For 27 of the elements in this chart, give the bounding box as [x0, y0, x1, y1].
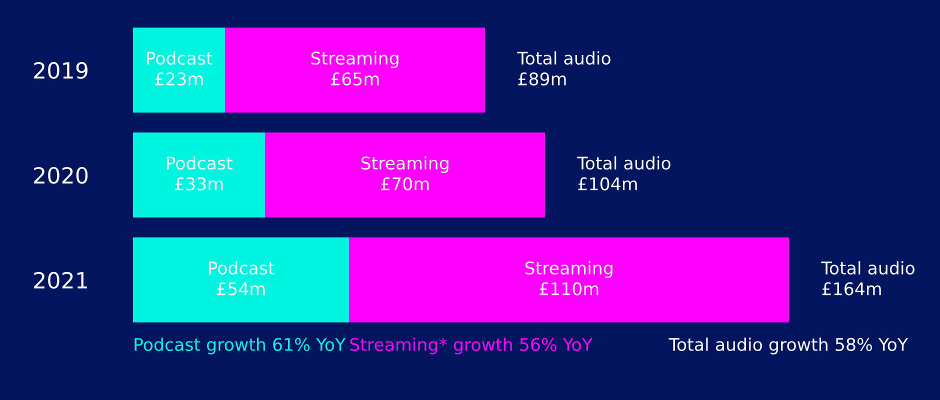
- data-label: £65m: [331, 72, 379, 86]
- text: Streaming: [361, 156, 448, 174]
- series-label: Podcast: [146, 51, 212, 65]
- text: Podcast: [208, 261, 274, 275]
- data-label: £54m: [217, 282, 265, 296]
- data-label: £70m: [381, 177, 429, 190]
- data-label: £23m: [155, 72, 203, 86]
- y-tick-label: 2021: [34, 272, 87, 289]
- bar: [349, 237, 790, 322]
- total-label: Total audio £164m: [821, 261, 914, 296]
- data-label: £33m: [175, 177, 223, 190]
- series-label: Streaming: [525, 261, 612, 278]
- text: Podcast: [166, 156, 232, 170]
- text: Streaming* growth 56% YoY: [350, 338, 592, 354]
- text: Podcast growth 61% YoY: [134, 338, 346, 354]
- bar: [133, 237, 350, 322]
- text: Total audio growth 58% YoY: [668, 338, 908, 354]
- total-label: Total audio £89m: [517, 51, 610, 86]
- bar: [133, 132, 266, 218]
- y-tick-label: 2020: [34, 166, 88, 184]
- text: Streaming: [311, 51, 398, 68]
- bar: [133, 28, 226, 113]
- bar: [225, 28, 486, 113]
- y-tick-label: 2019: [34, 62, 88, 79]
- bar: [265, 132, 546, 218]
- data-label: £110m: [540, 282, 598, 296]
- total-label: Total audio £104m: [577, 156, 670, 190]
